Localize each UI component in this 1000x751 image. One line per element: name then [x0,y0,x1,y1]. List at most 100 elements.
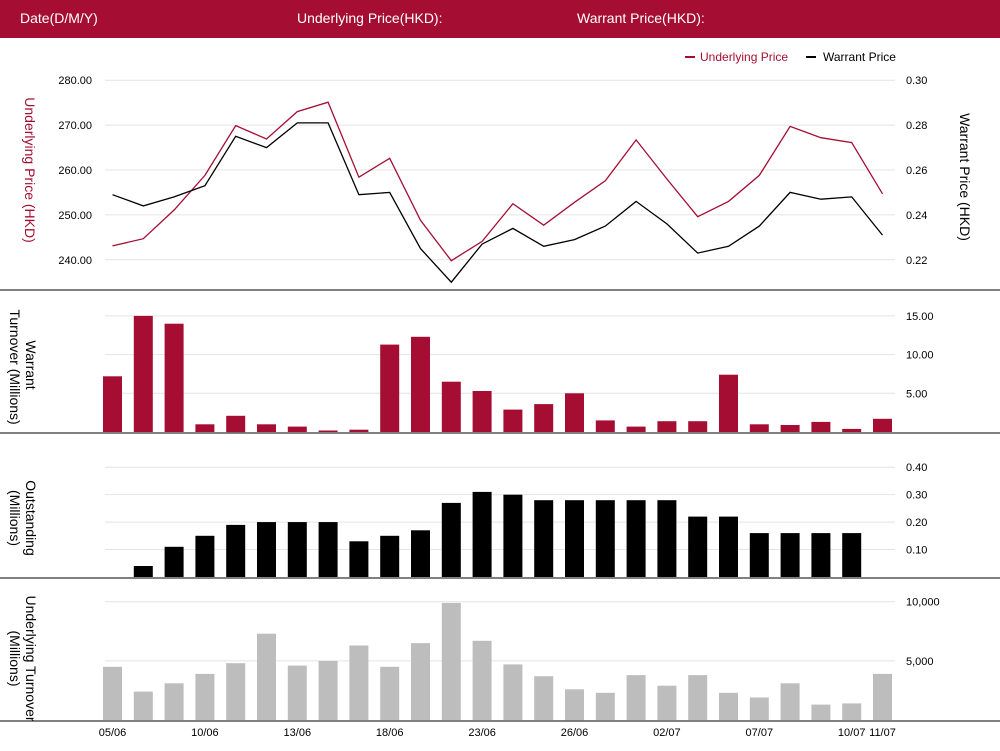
x-axis-tick: 13/06 [284,727,312,739]
underlying-turnover-bar [257,633,276,720]
underlying-turnover-bar [595,692,615,720]
underlying-turnover-bar [164,683,184,720]
outstanding-bar [257,522,276,577]
warrant-turnover-bar [719,374,738,432]
date-label: Date(D/M/Y) [20,10,98,26]
warrant-turnover-bar [133,315,153,432]
warrant-turnover-bar [287,426,307,432]
underlying-turnover-bar [287,665,307,720]
warrant-turnover-bar [595,420,615,432]
underlying-turnover-bar [472,640,492,720]
underlying-turnover-bar [873,673,892,720]
outstanding-bar [411,530,430,577]
underlying-turnover-bar [380,666,400,720]
underlying-turnover-bar [411,643,430,720]
right-axis-tick: 0.28 [906,120,927,132]
x-axis-tick: 07/07 [746,727,774,739]
warrant-turnover-bar [534,404,554,432]
legend-label-warrant: Warrant Price [823,50,896,64]
underlying-turnover-bar [749,697,769,720]
underlying-turnover-bar [318,660,338,720]
underlying-turnover-bar [811,704,831,720]
underlying-price-line [112,101,884,262]
warrant-turnover-bar [780,425,800,432]
outstanding-bar [318,522,338,577]
x-axis-tick: 05/06 [99,727,127,739]
warrant-turnover-bar [257,424,276,432]
underlying-turnover-axis-label: Underlying Turnover(Millions) [7,595,39,721]
outstanding-bar [811,533,831,577]
warrant-turnover-bar [503,409,523,432]
warrant-turnover-bar [441,381,461,432]
right-axis-tick: 0.24 [906,210,927,222]
underlying-turnover-bar [503,664,523,720]
outstanding-bar [626,500,646,577]
outstanding-bar [349,541,369,577]
outstanding-axis-label: Outstanding(Millions) [7,480,39,556]
outstanding-bar [503,494,523,577]
warrant-turnover-axis-tick: 10.00 [906,350,934,362]
warrant-turnover-bar [349,429,369,432]
underlying-turnover-bar [103,666,122,720]
legend-label-underlying: Underlying Price [700,50,788,64]
x-axis-tick: 11/07 [869,727,896,739]
outstanding-bar [441,502,461,577]
underlying-turnover-bar [133,691,153,720]
outstanding-bar [565,500,584,577]
underlying-turnover-bar [780,683,800,720]
underlying-turnover-bar [842,703,862,720]
warrant-turnover-bar [565,393,584,432]
underlying-turnover-bar [226,663,246,720]
outstanding-bar [133,566,153,577]
left-axis-tick: 260.00 [58,165,92,177]
outstanding-axis-tick: 0.40 [906,462,927,474]
outstanding-axis-tick: 0.30 [906,490,927,502]
left-axis-tick: 280.00 [58,75,92,87]
warrant-turnover-bar [842,428,862,432]
outstanding-axis-tick: 0.20 [906,517,927,529]
underlying-turnover-bar [626,675,646,720]
outstanding-bar [472,491,492,577]
outstanding-bar [749,533,769,577]
underlying-turnover-bar [565,689,584,721]
warrant-price-label: Warrant Price(HKD): [577,10,705,26]
warrant-price-line [112,122,884,284]
outstanding-bar [226,524,246,577]
warrant-turnover-axis-tick: 15.00 [906,311,934,323]
warrant-turnover-axis-label: Warrant Turnover (Millions) [7,309,39,424]
left-axis-tick: 270.00 [58,120,92,132]
left-axis-label: Underlying Price (HKD) [22,97,38,242]
x-axis-tick: 18/06 [376,727,404,739]
outstanding-bar [287,522,307,577]
underlying-turnover-bar [719,692,738,720]
right-axis-tick: 0.26 [906,165,927,177]
warrant-turnover-bar [318,430,338,432]
warrant-turnover-bar [380,344,400,432]
warrant-turnover-bar [657,421,677,432]
underlying-turnover-bar [195,673,215,720]
warrant-turnover-bar [749,424,769,432]
warrant-turnover-bar [626,426,646,432]
underlying-turnover-bar [657,685,677,720]
right-axis-tick: 0.22 [906,255,927,267]
outstanding-bar [595,500,615,577]
left-axis-tick: 250.00 [58,210,92,222]
warrant-turnover-axis-tick: 5.00 [906,388,927,400]
outstanding-axis-tick: 0.10 [906,545,927,557]
outstanding-bar [657,500,677,577]
warrant-turnover-bar [873,418,892,432]
warrant-turnover-bar [103,376,122,432]
right-axis-label: Warrant Price (HKD) [957,113,973,241]
x-axis-tick: 26/06 [561,727,589,739]
underlying-turnover-bar [441,602,461,720]
underlying-price-label: Underlying Price(HKD): [297,10,443,26]
warrant-turnover-bar [472,391,492,432]
warrant-turnover-bar [195,424,215,432]
x-axis-tick: 02/07 [653,727,681,739]
underlying-turnover-bar [688,675,708,720]
outstanding-bar [534,500,554,577]
x-axis-tick: 10/07 [838,727,866,739]
warrant-turnover-bar [688,421,708,432]
right-axis-tick: 0.30 [906,75,927,87]
outstanding-bar [780,533,800,577]
